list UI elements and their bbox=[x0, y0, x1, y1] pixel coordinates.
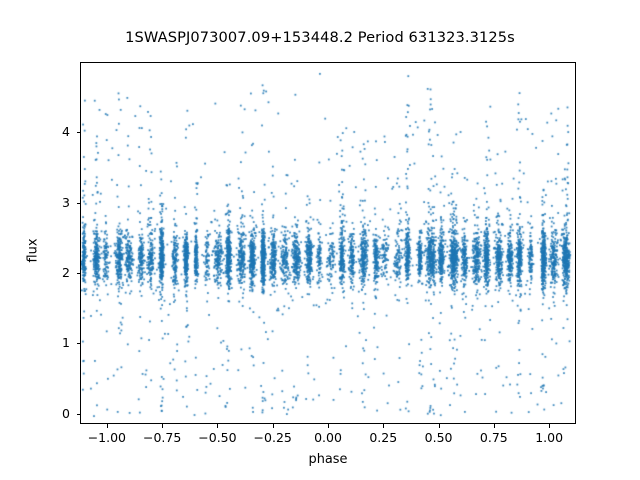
x-tick-mark bbox=[493, 424, 495, 428]
y-tick-label: 4 bbox=[62, 124, 70, 140]
chart-title: 1SWASPJ073007.09+153448.2 Period 631323.… bbox=[125, 29, 515, 46]
y-axis-label: flux bbox=[25, 238, 41, 263]
y-tick-label: 3 bbox=[62, 194, 70, 210]
x-tick-label: 0.25 bbox=[369, 430, 398, 445]
y-tick-mark bbox=[76, 413, 80, 415]
y-tick-label: 1 bbox=[62, 335, 70, 351]
plot-axes-area bbox=[80, 62, 576, 424]
x-tick-label: −1.00 bbox=[87, 430, 127, 445]
x-tick-mark bbox=[383, 424, 385, 428]
x-tick-label: −0.25 bbox=[253, 430, 292, 445]
y-tick-mark bbox=[76, 202, 80, 204]
x-tick-label: 0.75 bbox=[479, 430, 508, 445]
x-tick-mark bbox=[328, 424, 329, 428]
x-tick-mark bbox=[162, 424, 164, 428]
scatter-plot-canvas bbox=[81, 63, 575, 423]
x-tick-label: 1.00 bbox=[535, 430, 564, 445]
x-tick-label: 0.00 bbox=[314, 430, 342, 445]
x-tick-mark bbox=[272, 424, 274, 428]
y-tick-mark bbox=[76, 132, 80, 134]
y-tick-label: 0 bbox=[62, 405, 70, 421]
x-tick-label: 0.50 bbox=[424, 430, 453, 445]
x-tick-mark bbox=[217, 424, 219, 428]
x-tick-mark bbox=[549, 424, 551, 428]
y-tick-mark bbox=[76, 343, 80, 345]
y-tick-label: 2 bbox=[62, 265, 70, 281]
x-tick-mark bbox=[438, 424, 440, 428]
y-tick-mark bbox=[76, 273, 80, 275]
x-tick-label: −0.75 bbox=[142, 430, 182, 445]
x-tick-label: −0.50 bbox=[198, 430, 237, 445]
x-axis-label: phase bbox=[308, 452, 348, 467]
x-tick-mark bbox=[106, 424, 108, 428]
